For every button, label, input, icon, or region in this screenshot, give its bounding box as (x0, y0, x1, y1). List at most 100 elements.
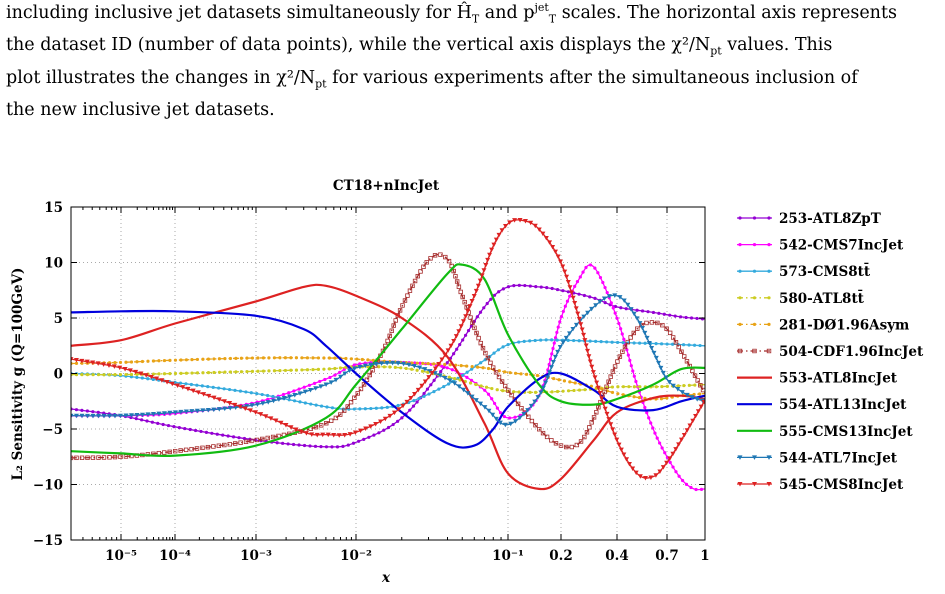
series-marker (324, 445, 329, 449)
series-marker (599, 396, 605, 401)
series-marker (212, 357, 216, 361)
series-marker (468, 315, 473, 320)
series-marker (330, 406, 335, 410)
legend-marker (767, 243, 771, 247)
series-marker (215, 432, 219, 436)
series-marker (660, 370, 666, 376)
series-marker (140, 418, 144, 422)
series-marker (190, 358, 194, 362)
series-marker (173, 380, 177, 385)
series-marker (617, 321, 621, 326)
series-marker (140, 376, 144, 380)
series-marker (620, 349, 625, 354)
series-marker (575, 280, 580, 284)
series-marker (548, 357, 553, 361)
series-marker (250, 356, 255, 360)
series-marker (286, 442, 290, 446)
series-marker (355, 357, 359, 361)
series-marker (71, 357, 74, 362)
series-marker (548, 365, 554, 370)
series-marker (85, 373, 90, 377)
series-marker (134, 413, 140, 418)
series-marker (410, 367, 414, 371)
series-marker (535, 395, 541, 400)
series-marker (564, 274, 570, 280)
series-marker (501, 345, 505, 349)
series-marker (576, 316, 582, 322)
series-marker (470, 320, 475, 325)
series-marker (328, 375, 332, 380)
series-marker (150, 412, 156, 417)
series-marker (495, 388, 499, 392)
series-marker (481, 366, 485, 370)
series-marker (404, 399, 410, 405)
series-marker (211, 385, 215, 389)
series-marker (458, 289, 463, 295)
series-marker (670, 335, 676, 340)
series-marker (95, 361, 101, 366)
series-marker (112, 413, 118, 419)
series-marker (589, 364, 595, 370)
series-marker (577, 388, 582, 392)
series-marker (552, 354, 558, 360)
series-marker (618, 447, 624, 453)
series-marker (300, 368, 304, 372)
series-marker (172, 448, 178, 454)
series-marker (260, 392, 264, 397)
series-marker (659, 397, 663, 401)
series-marker (333, 373, 337, 377)
series-marker (206, 385, 210, 389)
series-marker (146, 377, 150, 381)
series-marker (243, 439, 249, 445)
series-marker (634, 316, 640, 321)
series-marker (639, 325, 645, 331)
series-marker (621, 298, 627, 304)
series-marker (522, 339, 526, 343)
series-marker (281, 441, 285, 445)
series-marker (242, 406, 248, 411)
series-marker (418, 361, 422, 365)
series-marker (512, 390, 516, 394)
series-marker (79, 358, 85, 364)
series-marker (378, 419, 384, 424)
series-marker (328, 380, 334, 385)
series-marker (135, 372, 139, 376)
series-marker (451, 338, 457, 344)
series-marker (270, 434, 276, 440)
series-marker (463, 333, 468, 337)
series-marker (606, 294, 612, 299)
series-marker (651, 426, 655, 430)
series-marker (357, 439, 361, 443)
series-marker (272, 369, 277, 373)
series-marker (275, 441, 279, 445)
series-marker (278, 356, 282, 360)
series-marker (143, 373, 149, 378)
series-marker (555, 254, 561, 260)
series-marker (297, 391, 303, 396)
caption-l1f: scales. The horizontal axis represents (556, 2, 897, 23)
series-marker (194, 446, 200, 451)
series-marker (400, 403, 406, 409)
series-marker (491, 242, 497, 248)
series-marker (502, 383, 508, 389)
series-marker (592, 375, 598, 380)
series-marker (555, 349, 561, 355)
series-marker (289, 356, 293, 360)
series-marker (503, 370, 507, 374)
series-marker (231, 435, 236, 439)
series-marker (651, 350, 657, 356)
series-marker (256, 369, 260, 373)
series-marker (465, 370, 469, 374)
series-marker (581, 314, 587, 320)
series-marker (101, 362, 107, 367)
series-marker (588, 295, 592, 299)
series-marker (85, 409, 89, 413)
series-marker (499, 228, 505, 233)
series-marker (312, 381, 317, 385)
series-marker (338, 370, 342, 374)
series-marker (534, 285, 538, 289)
series-marker (327, 356, 332, 360)
series-marker (524, 372, 529, 376)
series-marker (311, 367, 315, 372)
series-marker (653, 355, 659, 361)
